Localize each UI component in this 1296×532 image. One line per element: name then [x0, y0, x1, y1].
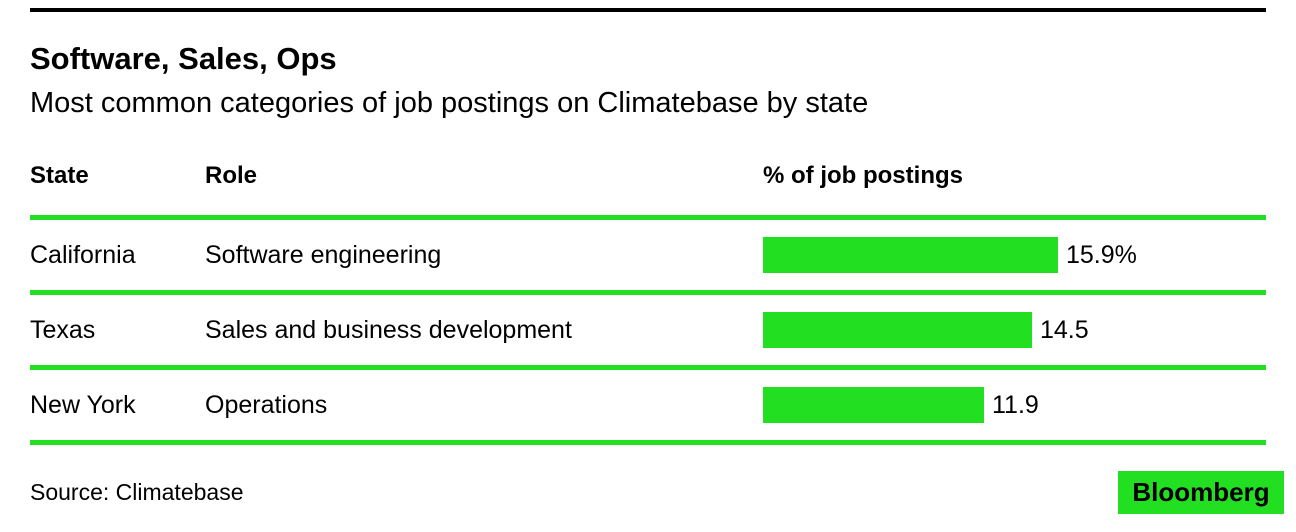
role-cell: Operations — [205, 390, 328, 419]
column-header-state: State — [30, 162, 89, 189]
state-cell: Texas — [30, 315, 96, 344]
role-cell: Software engineering — [205, 240, 442, 269]
value-label: 11.9 — [992, 390, 1039, 419]
table-row: New York Operations 11.9 — [30, 370, 1266, 440]
separator-rule — [30, 215, 1266, 220]
bar-cell: 14.5 — [763, 312, 1266, 348]
table-row: Texas Sales and business development 14.… — [30, 295, 1266, 365]
value-label: 15.9% — [1066, 240, 1137, 269]
table-header-row: State Role % of job postings — [30, 164, 1266, 215]
role-cell: Sales and business development — [205, 315, 572, 344]
separator-rule — [30, 365, 1266, 370]
separator-rule — [30, 440, 1266, 445]
data-table: State Role % of job postings California … — [30, 164, 1266, 445]
chart-subtitle: Most common categories of job postings o… — [30, 87, 869, 119]
value-label: 14.5 — [1040, 315, 1089, 344]
bloomberg-chart-graphic: Software, Sales, Ops Most common categor… — [0, 8, 1296, 532]
separator-rule — [30, 290, 1266, 295]
column-header-role: Role — [205, 162, 258, 189]
top-black-rule — [30, 8, 1266, 12]
bar-cell: 11.9 — [763, 387, 1266, 423]
value-bar — [763, 312, 1032, 348]
state-cell: California — [30, 240, 136, 269]
bloomberg-logo: Bloomberg — [1118, 471, 1284, 514]
state-cell: New York — [30, 390, 136, 419]
source-attribution: Source: Climatebase — [30, 479, 244, 505]
bar-cell: 15.9% — [763, 237, 1266, 273]
table-row: California Software engineering 15.9% — [30, 220, 1266, 290]
column-header-value: % of job postings — [763, 162, 963, 189]
value-bar — [763, 237, 1058, 273]
value-bar — [763, 387, 984, 423]
chart-title: Software, Sales, Ops — [30, 41, 337, 76]
footer: Source: Climatebase Bloomberg — [30, 471, 1284, 514]
